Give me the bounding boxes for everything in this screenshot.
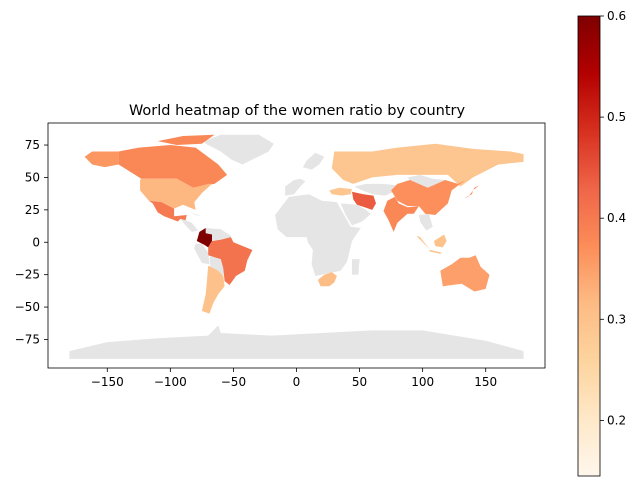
colorbar-tick-label: 0.3: [607, 312, 626, 326]
y-tick-label: −50: [15, 300, 40, 314]
country-nodata-antarctica: [69, 325, 524, 359]
country-nodata-bolivia-paraguay: [209, 256, 225, 276]
country-colombia: [196, 228, 212, 248]
y-tick-label: 75: [25, 138, 40, 152]
country-united-states: [140, 178, 212, 210]
y-tick-label: 50: [25, 170, 40, 184]
country-indonesia: [416, 235, 431, 250]
colorbar-tick-label: 0.6: [607, 9, 626, 23]
country-japan: [460, 185, 480, 200]
x-tick-label: −50: [221, 375, 246, 389]
country-nodata-central-asia: [354, 180, 408, 196]
country-canada: [157, 134, 215, 145]
y-tick-label: 25: [25, 203, 40, 217]
colorbar: 0.6 0.5 0.4 0.3 0.2: [577, 9, 626, 477]
country-turkey: [329, 187, 352, 196]
colorbar-gradient: [577, 15, 601, 477]
country-canada: [118, 145, 228, 188]
x-tick-label: −100: [154, 375, 187, 389]
country-iran: [352, 191, 376, 210]
country-chile-argentina: [201, 265, 225, 314]
colorbar-tick-label: 0.5: [607, 110, 626, 124]
country-china: [391, 180, 466, 215]
country-south-africa: [317, 272, 337, 287]
y-tick-label: −25: [15, 268, 40, 282]
country-nodata-andes-west: [194, 243, 210, 265]
country-nodata-central-america: [180, 218, 199, 232]
x-tick-label: 0: [293, 375, 301, 389]
country-nodata-madagascar: [352, 259, 360, 275]
country-india: [383, 196, 419, 232]
country-nodata-scandinavia-south: [302, 152, 325, 170]
country-australia: [440, 255, 490, 292]
country-nodata-arabia: [340, 203, 371, 226]
x-tick-label: 50: [352, 375, 367, 389]
x-tick-label: 150: [474, 375, 497, 389]
map-axes: −150 −100 −50 0 50 100 150 75 50 25 0 −25 −50 −75: [15, 122, 546, 389]
map-area: [69, 134, 524, 359]
country-brazil: [208, 237, 253, 285]
country-mexico: [148, 200, 187, 222]
country-nodata-southeast-asia: [418, 213, 433, 231]
country-indonesia: [428, 250, 442, 254]
colorbar-tick-label: 0.4: [607, 211, 626, 225]
country-russia: [331, 143, 524, 187]
x-tick-label: 100: [411, 375, 434, 389]
colorbar-tick-label: 0.2: [607, 413, 626, 427]
y-tick-label: 0: [32, 235, 40, 249]
country-nodata-caribbean: [190, 212, 202, 217]
country-nodata-europe-west: [285, 178, 306, 196]
country-nodata-africa: [275, 194, 361, 276]
country-indonesia: [434, 234, 447, 248]
x-tick-label: −150: [91, 375, 124, 389]
y-tick-label: −75: [15, 332, 40, 346]
chart-title: World heatmap of the women ratio by coun…: [129, 103, 466, 119]
country-alaska: [84, 151, 119, 168]
country-nodata-greenland: [204, 134, 274, 165]
